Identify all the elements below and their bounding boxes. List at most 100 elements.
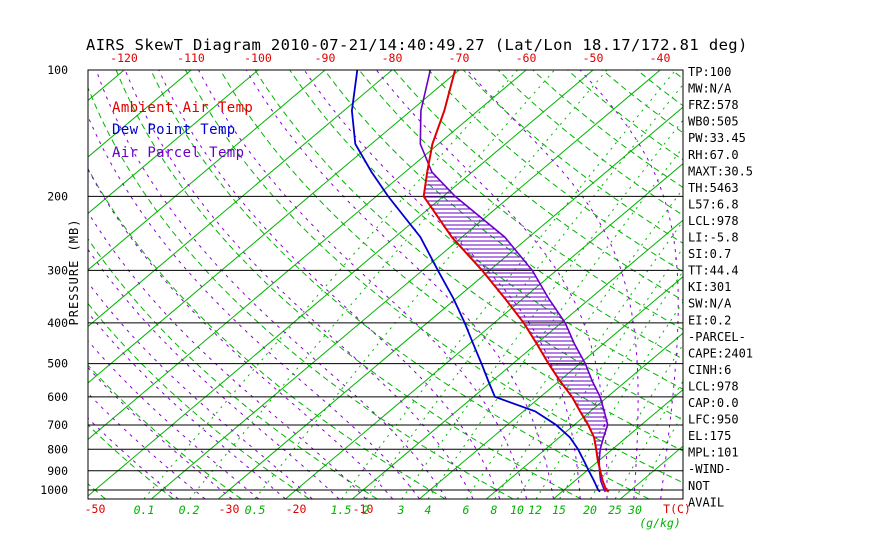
curve-ambient-air-temp <box>422 70 610 493</box>
mixing-ratio-label: 1.5 <box>331 503 352 517</box>
mixing-ratio-label: 12 <box>528 503 542 517</box>
stat-line: L57:6.8 <box>688 197 739 211</box>
dry-adiabat-line <box>289 70 683 390</box>
stat-line: NOT <box>688 479 710 493</box>
stat-line: TH:5463 <box>688 181 739 195</box>
mixing-ratio-label: 25 <box>608 503 622 517</box>
mixing-ratio-line <box>516 247 683 499</box>
mixing-ratio-label: 15 <box>552 503 566 517</box>
stat-line: CINH:6 <box>688 363 731 377</box>
mixing-ratio-line <box>635 412 683 499</box>
top-temp-label: -120 <box>110 51 138 65</box>
curve-dew-point-temp <box>350 70 601 493</box>
top-temp-label: -90 <box>315 51 336 65</box>
top-temp-label: -50 <box>583 51 604 65</box>
stat-line: EI:0.2 <box>688 313 731 327</box>
moist-adiabat-line <box>158 70 501 499</box>
stat-line: TP:100 <box>688 65 731 79</box>
dry-adiabat-line <box>115 70 582 499</box>
stat-line: FRZ:578 <box>688 98 739 112</box>
top-temp-label: -40 <box>650 51 671 65</box>
legend-dew-point-temp: Dew Point Temp <box>112 122 236 138</box>
mixing-ratio-label: 20 <box>583 503 597 517</box>
dry-adiabat-line <box>324 70 683 360</box>
stat-line: CAP:0.0 <box>688 396 739 410</box>
mixing-ratio-line <box>143 70 518 499</box>
isotherm-line <box>88 70 326 271</box>
stat-line: TT:44.4 <box>688 264 739 278</box>
pressure-tick-label: 100 <box>47 63 68 77</box>
moist-adiabat-line <box>88 211 367 499</box>
moist-adiabat-line <box>245 70 554 499</box>
dry-adiabat-line <box>428 70 683 273</box>
bottom-temp-label: -20 <box>286 502 307 516</box>
mixing-unit-label: (g/kg) <box>639 516 681 530</box>
top-temp-label: -110 <box>177 51 205 65</box>
moist-adiabat-line <box>579 70 679 499</box>
stat-line: AVAIL <box>688 495 724 509</box>
stat-line: KI:301 <box>688 280 731 294</box>
mixing-ratio-line <box>535 270 683 499</box>
moist-adiabat-line <box>303 70 581 499</box>
isotherm-line <box>88 70 393 328</box>
isotherm-line <box>419 276 683 499</box>
mixing-ratio-line <box>494 220 683 499</box>
top-temp-label: -80 <box>382 51 403 65</box>
stat-line: RH:67.0 <box>688 148 739 162</box>
dry-adiabat-line <box>393 70 683 301</box>
pressure-tick-label: 300 <box>47 263 68 277</box>
mixing-ratio-line <box>254 70 608 499</box>
pressure-tick-label: 700 <box>47 418 68 432</box>
mixing-ratio-label: 2 <box>363 503 370 517</box>
plot-frame <box>87 69 684 500</box>
bottom-temp-label: -30 <box>219 502 240 516</box>
moist-adiabat-line <box>198 70 528 499</box>
top-temp-label: -60 <box>516 51 537 65</box>
stat-line: -WIND- <box>688 462 731 476</box>
isotherm-line <box>88 70 460 384</box>
dry-adiabat-line <box>462 70 683 244</box>
dry-adiabat-line <box>185 70 683 484</box>
moist-adiabat-line <box>88 168 393 499</box>
mixing-ratio-line <box>401 119 683 499</box>
dry-adiabat-line <box>88 86 514 499</box>
dry-adiabat-line <box>88 483 106 499</box>
dry-adiabat-line <box>88 364 242 499</box>
stat-line: SW:N/A <box>688 297 732 311</box>
pressure-tick-label: 200 <box>47 189 68 203</box>
mixing-ratio-label: 0.2 <box>179 503 200 517</box>
stat-line: LI:-5.8 <box>688 231 739 245</box>
isotherm-line <box>218 106 683 499</box>
pressure-tick-label: 800 <box>47 442 68 456</box>
dry-adiabat-line <box>88 237 378 499</box>
isotherm-line <box>0 70 57 499</box>
pressure-tick-label: 1000 <box>40 483 68 497</box>
moist-adiabat-line <box>124 70 474 499</box>
mixing-ratio-line <box>466 188 683 499</box>
isotherm-line <box>88 70 594 497</box>
dry-adiabat-line <box>358 70 683 331</box>
mixing-ratio-line <box>341 70 677 499</box>
bottom-temp-label: -50 <box>85 502 106 516</box>
stat-line: PW:33.45 <box>688 131 746 145</box>
isotherm-line <box>88 70 527 441</box>
pressure-tick-label: 500 <box>47 357 68 371</box>
isotherm-line <box>151 70 661 499</box>
mixing-ratio-label: 4 <box>425 503 432 517</box>
stat-line: CAPE:2401 <box>688 346 753 360</box>
mixing-ratio-line <box>365 83 683 499</box>
pressure-tick-label: 900 <box>47 464 68 478</box>
isotherm-line <box>486 332 683 499</box>
stat-line: -PARCEL- <box>688 330 746 344</box>
mixing-ratio-label: 3 <box>397 503 405 517</box>
stat-line: LCL:978 <box>688 379 739 393</box>
top-temp-label: -70 <box>449 51 470 65</box>
mixing-ratio-label: 10 <box>510 503 524 517</box>
isotherm-line <box>352 219 683 499</box>
pressure-tick-label: 400 <box>47 316 68 330</box>
mixing-ratio-line <box>590 343 683 499</box>
dry-adiabat-line <box>636 70 683 107</box>
isotherm-line <box>88 70 259 215</box>
mixing-ratio-label: 6 <box>463 503 470 517</box>
